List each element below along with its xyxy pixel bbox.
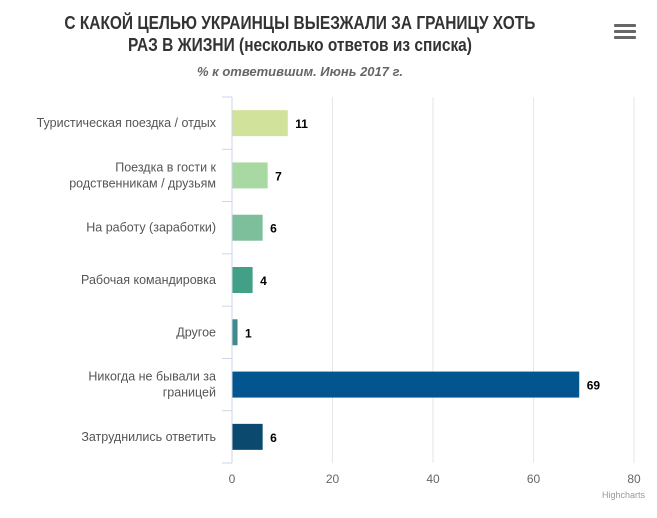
data-label: 4 <box>260 274 267 288</box>
data-label: 6 <box>270 431 277 445</box>
data-label: 11 <box>295 117 308 131</box>
data-label: 1 <box>245 326 252 340</box>
category-label: Никогда не бывали за <box>88 370 216 384</box>
category-label: Поездка в гости к <box>115 160 216 174</box>
x-tick-label: 40 <box>426 472 440 486</box>
category-label: Рабочая командировка <box>81 273 216 287</box>
chart-title-line: РАЗ В ЖИЗНИ (несколько ответов из списка… <box>128 35 472 55</box>
x-tick-label: 0 <box>229 472 236 486</box>
bar <box>232 267 253 293</box>
x-tick-label: 80 <box>627 472 641 486</box>
category-label: Другое <box>176 325 216 339</box>
category-label: Затруднились ответить <box>81 430 216 444</box>
bar <box>232 110 288 137</box>
highcharts-credit[interactable]: Highcharts <box>601 490 645 500</box>
x-tick-label: 60 <box>527 472 541 486</box>
chart-title-line: С КАКОЙ ЦЕЛЬЮ УКРАИНЦЫ ВЫЕЗЖАЛИ ЗА ГРАНИ… <box>64 13 536 33</box>
x-tick-label: 20 <box>326 472 340 486</box>
menu-icon[interactable] <box>614 24 636 44</box>
bar <box>232 319 238 346</box>
category-label: границей <box>163 386 216 400</box>
bar <box>232 371 580 398</box>
category-label: На работу (заработки) <box>86 221 216 235</box>
data-label: 7 <box>275 169 282 183</box>
category-label: Туристическая поездка / отдых <box>37 116 217 130</box>
bar <box>232 423 263 450</box>
data-label: 6 <box>270 222 277 236</box>
data-label: 69 <box>587 379 601 393</box>
category-label: родственникам / друзьям <box>69 176 216 190</box>
chart-title: С КАКОЙ ЦЕЛЬЮ УКРАИНЦЫ ВЫЕЗЖАЛИ ЗА ГРАНИ… <box>0 12 600 56</box>
chart-subtitle: % к ответившим. Июнь 2017 г. <box>196 64 403 79</box>
bar <box>232 162 268 189</box>
bar <box>232 214 263 241</box>
